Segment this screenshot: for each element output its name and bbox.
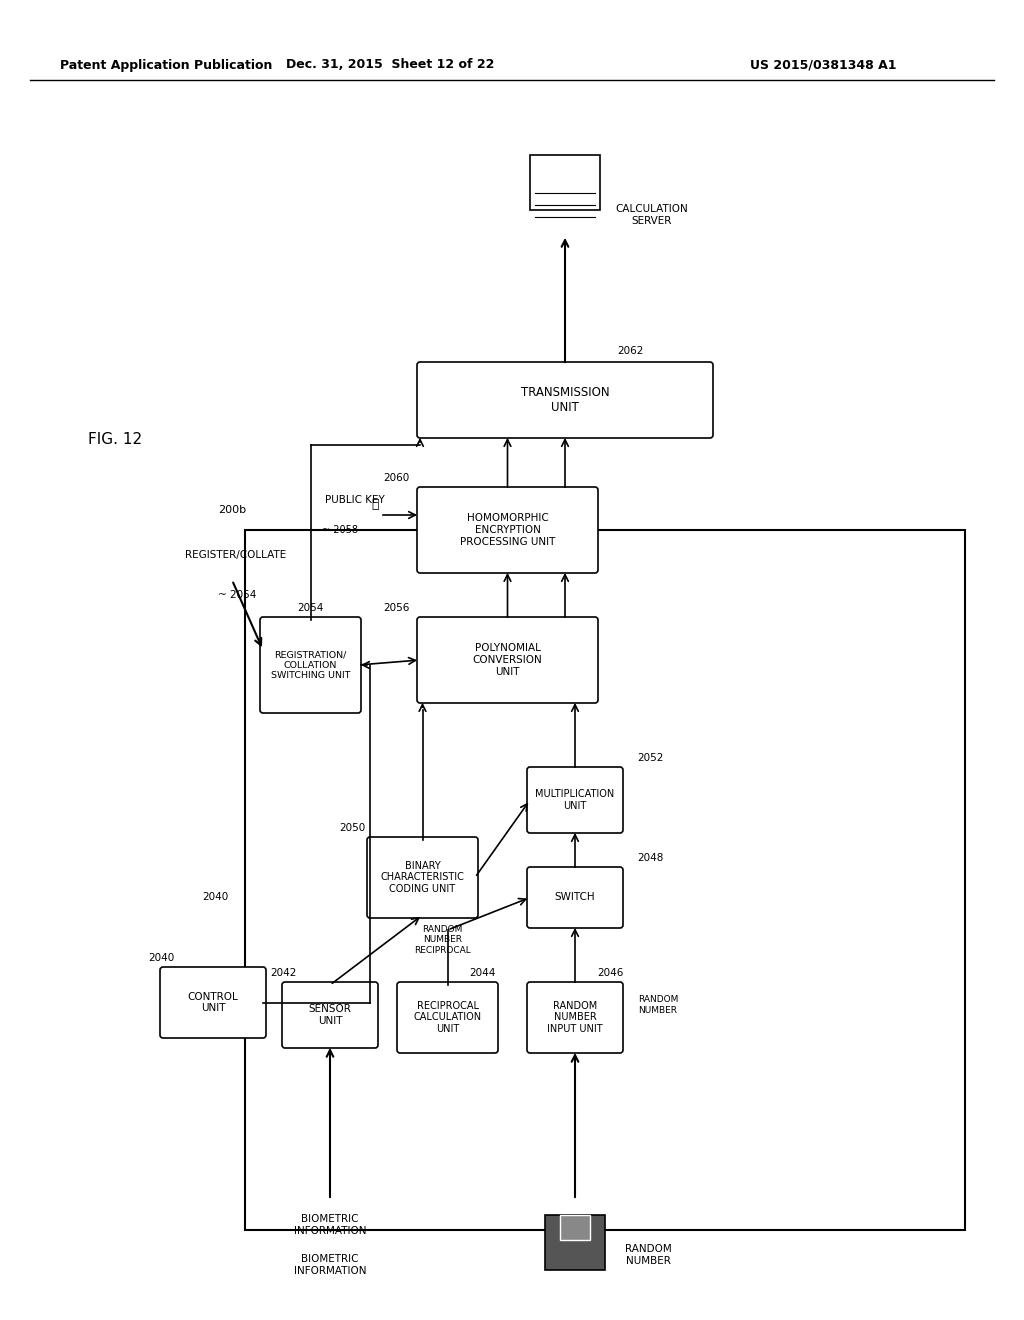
Text: 2046: 2046 bbox=[597, 968, 624, 978]
FancyBboxPatch shape bbox=[282, 982, 378, 1048]
Text: 2060: 2060 bbox=[384, 473, 410, 483]
FancyBboxPatch shape bbox=[160, 968, 266, 1038]
Text: 2040: 2040 bbox=[202, 892, 228, 902]
Text: 2040: 2040 bbox=[148, 953, 174, 964]
FancyBboxPatch shape bbox=[397, 982, 498, 1053]
Text: 2052: 2052 bbox=[637, 752, 664, 763]
Text: RANDOM
NUMBER: RANDOM NUMBER bbox=[638, 995, 678, 1015]
Bar bbox=[545, 1214, 605, 1270]
Text: RECIPROCAL
CALCULATION
UNIT: RECIPROCAL CALCULATION UNIT bbox=[414, 1001, 481, 1034]
Text: REGISTRATION/
COLLATION
SWITCHING UNIT: REGISTRATION/ COLLATION SWITCHING UNIT bbox=[270, 651, 350, 680]
Text: HOMOMORPHIC
ENCRYPTION
PROCESSING UNIT: HOMOMORPHIC ENCRYPTION PROCESSING UNIT bbox=[460, 513, 555, 546]
Text: 2054: 2054 bbox=[297, 603, 324, 612]
FancyBboxPatch shape bbox=[417, 362, 713, 438]
FancyBboxPatch shape bbox=[367, 837, 478, 917]
Text: 2042: 2042 bbox=[270, 968, 296, 978]
Text: PUBLIC KEY: PUBLIC KEY bbox=[326, 495, 385, 506]
Text: US 2015/0381348 A1: US 2015/0381348 A1 bbox=[750, 58, 896, 71]
Text: BIOMETRIC
INFORMATION: BIOMETRIC INFORMATION bbox=[294, 1254, 367, 1276]
Text: Dec. 31, 2015  Sheet 12 of 22: Dec. 31, 2015 Sheet 12 of 22 bbox=[286, 58, 495, 71]
Text: 2062: 2062 bbox=[616, 346, 643, 356]
Text: ~ 2058: ~ 2058 bbox=[322, 525, 358, 535]
Text: CALCULATION
SERVER: CALCULATION SERVER bbox=[615, 205, 688, 226]
Text: 🔑: 🔑 bbox=[372, 499, 379, 511]
Text: TRANSMISSION
UNIT: TRANSMISSION UNIT bbox=[520, 385, 609, 414]
Text: ~ 2054: ~ 2054 bbox=[218, 590, 256, 601]
Text: CONTROL
UNIT: CONTROL UNIT bbox=[187, 991, 239, 1014]
Text: RANDOM
NUMBER
INPUT UNIT: RANDOM NUMBER INPUT UNIT bbox=[547, 1001, 603, 1034]
Text: 2044: 2044 bbox=[469, 968, 496, 978]
Text: Patent Application Publication: Patent Application Publication bbox=[60, 58, 272, 71]
Bar bbox=[245, 531, 965, 1230]
Text: REGISTER/COLLATE: REGISTER/COLLATE bbox=[185, 550, 287, 560]
Text: POLYNOMIAL
CONVERSION
UNIT: POLYNOMIAL CONVERSION UNIT bbox=[473, 643, 543, 677]
FancyBboxPatch shape bbox=[260, 616, 361, 713]
Bar bbox=[560, 1214, 590, 1239]
Text: MULTIPLICATION
UNIT: MULTIPLICATION UNIT bbox=[536, 789, 614, 810]
FancyBboxPatch shape bbox=[527, 982, 623, 1053]
FancyBboxPatch shape bbox=[527, 767, 623, 833]
Text: SWITCH: SWITCH bbox=[555, 892, 595, 903]
Text: SENSOR
UNIT: SENSOR UNIT bbox=[308, 1005, 351, 1026]
Bar bbox=[530, 154, 600, 210]
FancyBboxPatch shape bbox=[417, 487, 598, 573]
FancyBboxPatch shape bbox=[417, 616, 598, 704]
Text: 2048: 2048 bbox=[637, 853, 664, 863]
Text: BIOMETRIC
INFORMATION: BIOMETRIC INFORMATION bbox=[294, 1214, 367, 1236]
Text: 2056: 2056 bbox=[384, 603, 410, 612]
Text: BINARY
CHARACTERISTIC
CODING UNIT: BINARY CHARACTERISTIC CODING UNIT bbox=[381, 861, 465, 894]
Text: FIG. 12: FIG. 12 bbox=[88, 433, 142, 447]
FancyBboxPatch shape bbox=[527, 867, 623, 928]
Text: RANDOM
NUMBER
RECIPROCAL: RANDOM NUMBER RECIPROCAL bbox=[414, 925, 471, 954]
Text: RANDOM
NUMBER: RANDOM NUMBER bbox=[625, 1245, 672, 1266]
Text: 200b: 200b bbox=[218, 506, 246, 515]
Text: 2050: 2050 bbox=[339, 822, 365, 833]
